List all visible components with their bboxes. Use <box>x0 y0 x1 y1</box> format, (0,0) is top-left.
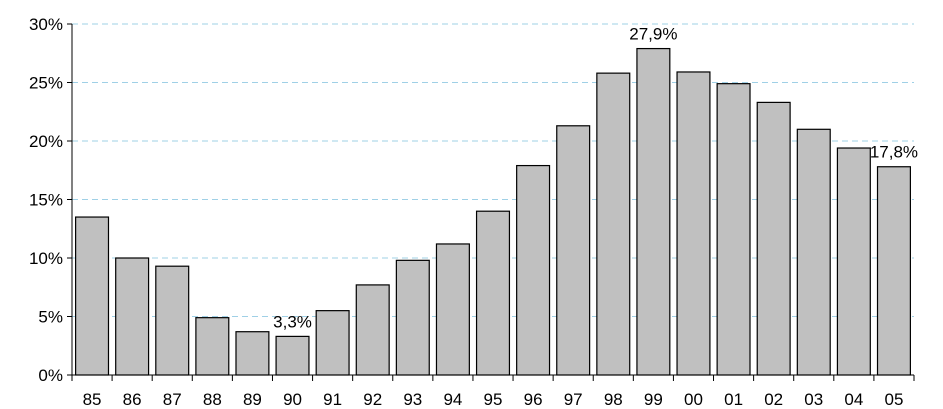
bar <box>556 125 591 376</box>
x-tick-label: 85 <box>83 390 102 409</box>
y-axis-ticks: 0% 5% 10% 15% 20% 25% 30% <box>29 15 72 385</box>
bar <box>516 164 551 376</box>
bar <box>275 335 310 376</box>
x-tick-label: 96 <box>524 390 543 409</box>
data-label: 3,3% <box>273 312 312 331</box>
x-tick-label: 92 <box>363 390 382 409</box>
x-tick-label: 04 <box>844 390 863 409</box>
bar <box>235 331 270 376</box>
x-tick-label: 90 <box>283 390 302 409</box>
x-tick-label: 03 <box>804 390 823 409</box>
bar <box>636 47 671 376</box>
bar <box>796 128 831 376</box>
x-tick-label: 01 <box>724 390 743 409</box>
data-label: 27,9% <box>629 25 677 44</box>
y-tick-label: 0% <box>38 366 63 385</box>
x-tick-label: 02 <box>764 390 783 409</box>
bar <box>435 243 470 376</box>
x-tick-label: 99 <box>644 390 663 409</box>
y-tick-label: 10% <box>29 249 63 268</box>
x-tick-label: 05 <box>884 390 903 409</box>
y-tick-label: 5% <box>38 308 63 327</box>
x-tick-label: 91 <box>323 390 342 409</box>
x-tick-label: 87 <box>163 390 182 409</box>
data-label: 17,8% <box>870 143 918 162</box>
bar <box>355 284 390 376</box>
bar <box>876 166 911 376</box>
bar <box>155 265 190 376</box>
bar <box>475 210 511 376</box>
y-tick-label: 20% <box>29 132 63 151</box>
bar <box>836 147 871 376</box>
x-tick-label: 93 <box>403 390 422 409</box>
bar <box>676 71 711 376</box>
bar <box>395 259 430 376</box>
y-tick-label: 30% <box>29 15 63 34</box>
bar <box>716 83 751 376</box>
data-labels: 3,3% 27,9% 17,8% <box>273 25 918 332</box>
x-tick-label: 88 <box>203 390 222 409</box>
bar <box>596 72 631 376</box>
bar <box>115 257 150 376</box>
x-tick-label: 89 <box>243 390 262 409</box>
x-axis-ticks: 85 86 87 88 89 90 91 92 93 94 95 96 97 98 99 00 01 02 03 04… <box>71 375 915 409</box>
bar <box>315 310 350 376</box>
x-tick-label: 97 <box>564 390 583 409</box>
x-tick-label: 00 <box>684 390 703 409</box>
bar <box>756 101 791 376</box>
x-tick-label: 98 <box>604 390 623 409</box>
x-tick-label: 95 <box>484 390 503 409</box>
bar <box>195 317 230 376</box>
x-tick-label: 94 <box>443 390 462 409</box>
y-tick-label: 15% <box>29 191 63 210</box>
y-tick-label: 25% <box>29 74 63 93</box>
bar-series <box>75 47 911 376</box>
x-tick-label: 86 <box>123 390 142 409</box>
bar <box>75 216 110 376</box>
